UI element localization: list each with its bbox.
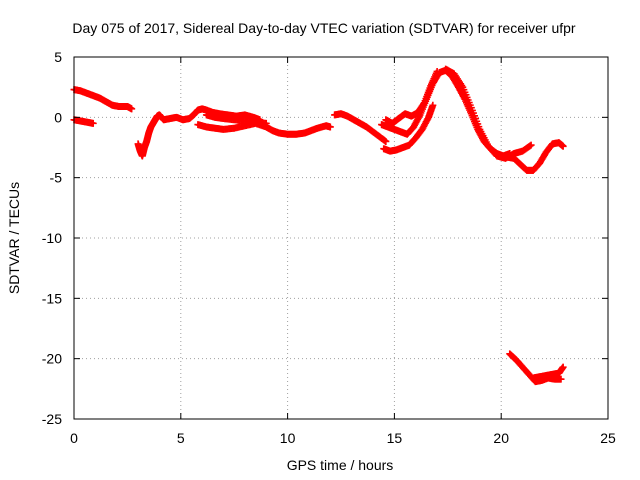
chart-title: Day 075 of 2017, Sidereal Day-to-day VTE…: [72, 20, 576, 36]
data-points: [70, 65, 567, 386]
data-point: [382, 137, 390, 145]
data-point: [128, 105, 136, 113]
data-point: [262, 119, 270, 127]
data-point: [326, 123, 334, 131]
y-tick-label: 5: [54, 49, 62, 65]
series-arc-f: [331, 110, 390, 145]
x-tick-label: 15: [387, 430, 403, 446]
series-arc-k: [504, 139, 567, 174]
data-point: [559, 142, 567, 150]
x-tick-label: 5: [177, 430, 185, 446]
x-tick-label: 0: [70, 430, 78, 446]
x-tick-label: 25: [600, 430, 616, 446]
series-arc-m: [529, 363, 567, 382]
y-axis-ticks: 5 0 -5 -10 -15 -20 -25: [42, 49, 608, 427]
series-arc-a: [70, 86, 136, 113]
series-arc-g: [380, 101, 437, 155]
y-tick-label: -15: [42, 290, 62, 306]
data-point: [89, 119, 97, 127]
x-tick-label: 20: [493, 430, 509, 446]
y-tick-label: -5: [50, 170, 63, 186]
x-axis-label: GPS time / hours: [287, 457, 394, 473]
data-point: [433, 67, 441, 75]
data-point: [527, 141, 535, 149]
data-point: [557, 375, 565, 383]
y-tick-label: -10: [42, 230, 62, 246]
series-arc-e: [202, 111, 270, 127]
x-axis-ticks: 0 5 10 15 20 25: [70, 57, 616, 446]
grid-lines: [74, 57, 608, 419]
y-tick-label: -20: [42, 351, 62, 367]
series-arc-i: [382, 67, 441, 127]
y-axis-label: SDTVAR / TECUs: [6, 182, 22, 294]
y-tick-label: 0: [54, 109, 62, 125]
y-tick-label: -25: [42, 411, 62, 427]
data-point: [559, 363, 567, 371]
data-point: [429, 101, 437, 109]
series-arc-b: [70, 116, 97, 127]
x-tick-label: 10: [280, 430, 296, 446]
